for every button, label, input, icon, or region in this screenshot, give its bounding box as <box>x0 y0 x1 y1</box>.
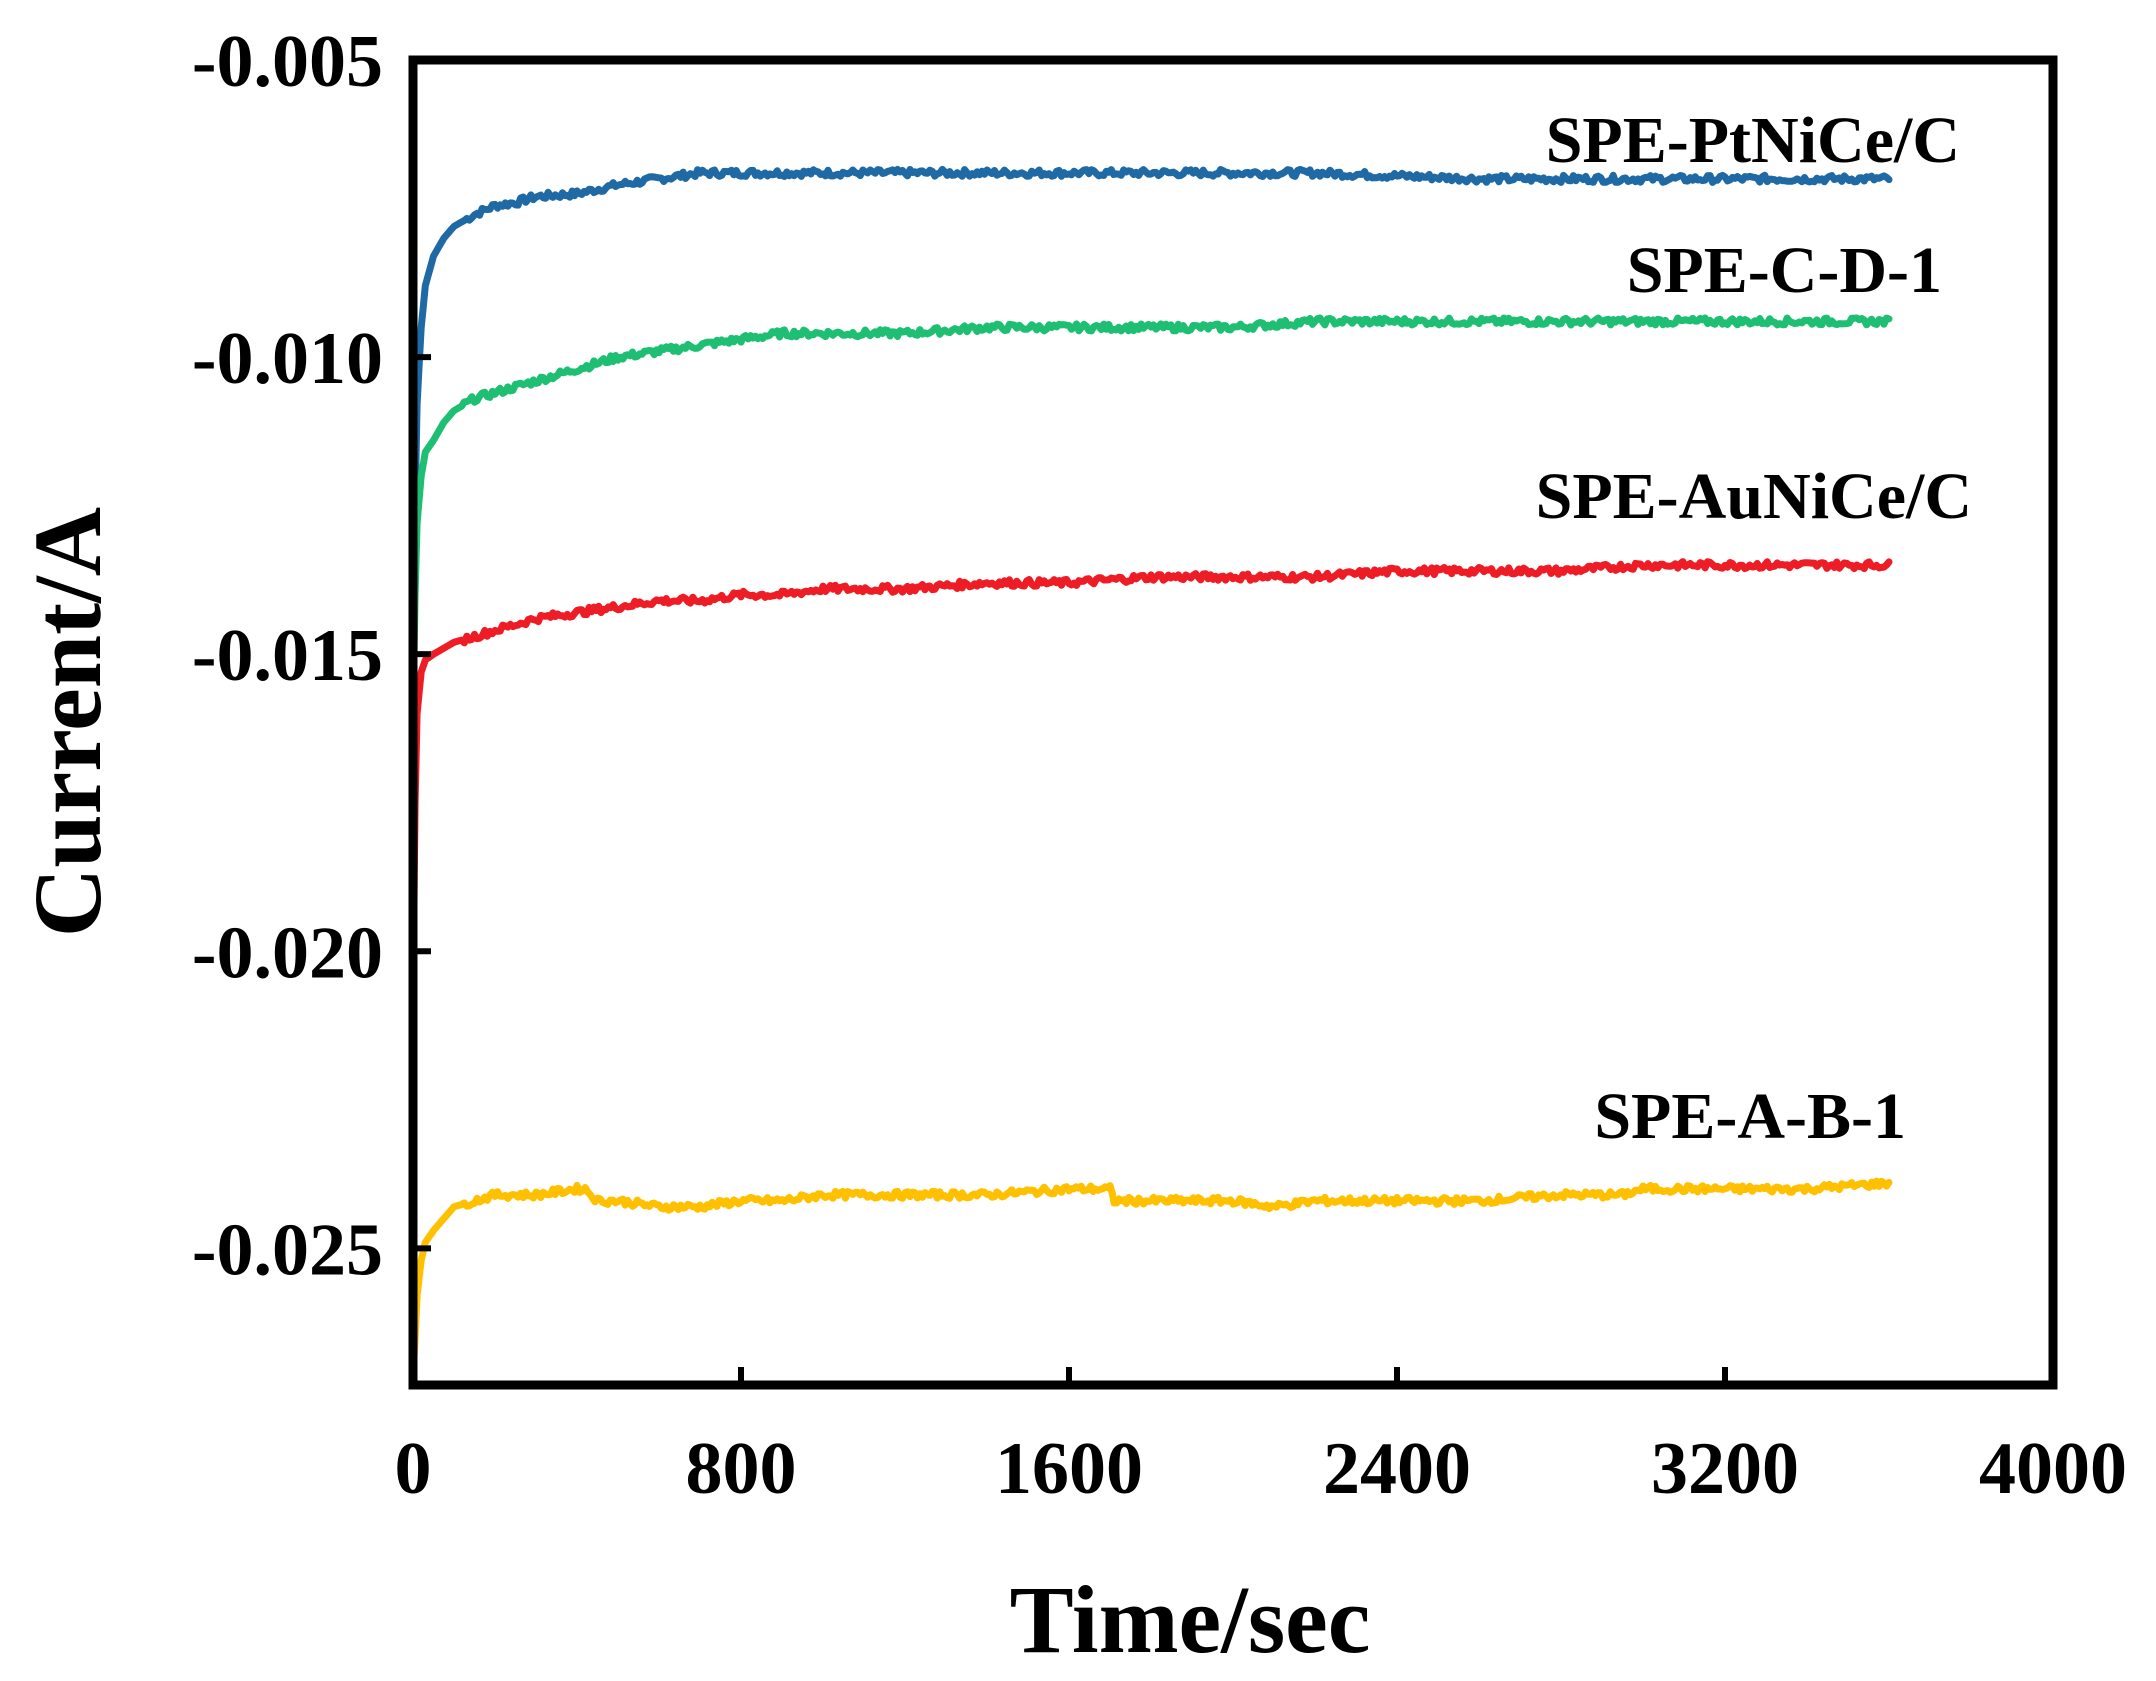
x-tick-label: 0 <box>395 1428 432 1510</box>
series-line-spe-aunice-c <box>409 558 1893 997</box>
x-axis-title: Time/sec <box>1010 1566 1371 1673</box>
y-axis-title: Current/A <box>14 507 121 937</box>
x-tick-label: 1600 <box>995 1428 1143 1510</box>
series-layer <box>409 165 1893 1383</box>
plot-frame <box>408 55 2058 1390</box>
y-tick-label: -0.020 <box>192 912 383 994</box>
x-tick-label: 4000 <box>1979 1428 2127 1510</box>
x-tick-label: 800 <box>686 1428 797 1510</box>
y-tick-label: -0.015 <box>192 615 383 697</box>
series-label: SPE-A-B-1 <box>1594 1080 1906 1153</box>
series-line-spe-a-b-1 <box>409 1177 1893 1383</box>
x-tick-label: 3200 <box>1651 1428 1799 1510</box>
series-line-spe-c-d-1 <box>409 314 1893 718</box>
tick-layer: 0 800 1600 2400 3200 4000 -0.005 -0.010 -0.015 -0… <box>192 21 2127 1510</box>
series-line-spe-ptnice-c <box>409 165 1893 747</box>
y-tick-label: -0.005 <box>192 21 383 103</box>
series-label: SPE-AuNiCe/C <box>1536 460 1972 533</box>
y-tick-label: -0.010 <box>192 318 383 400</box>
label-layer: SPE-PtNiCe/C SPE-C-D-1 SPE-AuNiCe/C SPE-A-B… <box>1536 104 1972 1153</box>
y-tick-label: -0.025 <box>192 1209 383 1291</box>
series-label: SPE-C-D-1 <box>1627 234 1942 307</box>
x-tick-label: 2400 <box>1323 1428 1471 1510</box>
series-label: SPE-PtNiCe/C <box>1546 104 1960 177</box>
